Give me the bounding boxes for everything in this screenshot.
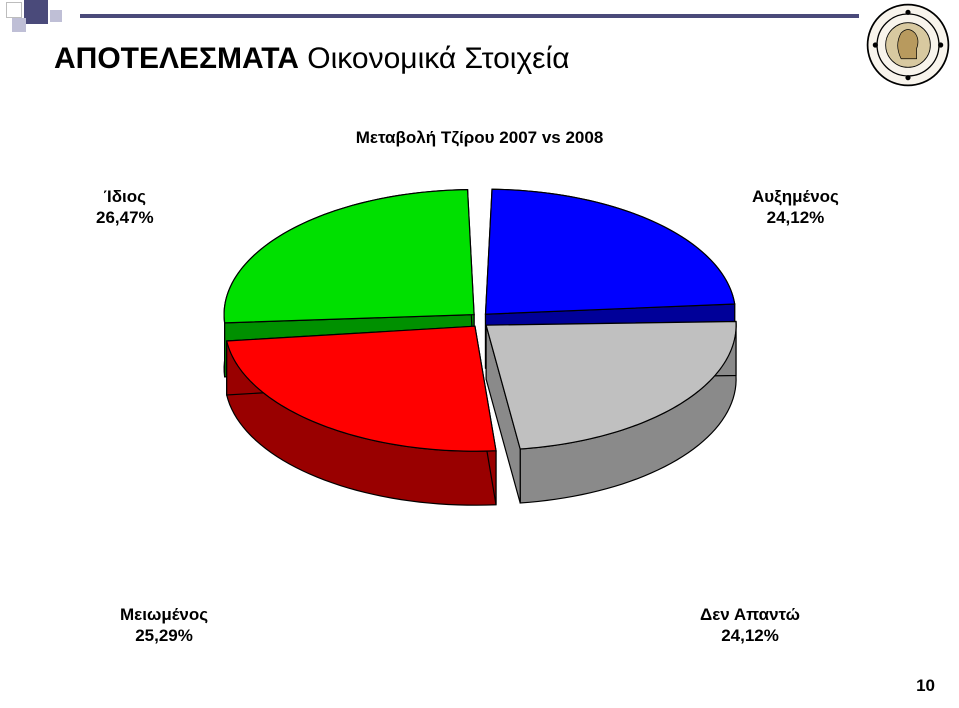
slice-label-value: 24,12% <box>752 207 839 228</box>
page-title-rest: Οικονομικά Στοιχεία <box>299 42 570 75</box>
slice-label-value: 26,47% <box>96 207 154 228</box>
slice-label-name: Δεν Απαντώ <box>700 604 800 625</box>
page-title-bold: ΑΠΟΤΕΛΕΣΜΑΤΑ <box>54 42 299 75</box>
pie-chart <box>170 145 790 575</box>
header-bar <box>0 0 959 32</box>
slice-label-no_answer: Δεν Απαντώ24,12% <box>700 604 800 647</box>
slice-label-name: Αυξημένος <box>752 186 839 207</box>
header-square <box>12 18 26 32</box>
header-square <box>50 10 62 22</box>
slice-label-decreased: Μειωμένος25,29% <box>120 604 208 647</box>
header-square <box>6 2 22 18</box>
page-title: ΑΠΟΤΕΛΕΣΜΑΤΑ Οικονομικά Στοιχεία <box>54 42 570 76</box>
slice-label-same: Ίδιος26,47% <box>96 186 154 229</box>
slice-label-value: 25,29% <box>120 625 208 646</box>
page-number: 10 <box>916 676 935 696</box>
slice-label-name: Ίδιος <box>96 186 154 207</box>
slice-label-value: 24,12% <box>700 625 800 646</box>
header-rule <box>80 14 859 18</box>
seal-logo <box>865 2 951 88</box>
slice-label-increased: Αυξημένος24,12% <box>752 186 839 229</box>
slice-label-name: Μειωμένος <box>120 604 208 625</box>
header-squares <box>6 0 86 32</box>
header-square <box>24 0 48 24</box>
